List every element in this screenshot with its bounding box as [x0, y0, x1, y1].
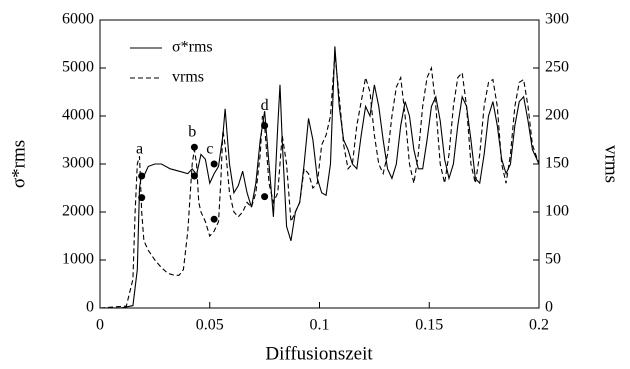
annotation: d — [261, 97, 269, 114]
series-line — [99, 53, 540, 309]
legend-label: σ*rms — [172, 39, 213, 56]
x-tick-label: 0.15 — [415, 317, 443, 334]
marker-point — [138, 172, 146, 180]
marker-point — [210, 160, 218, 168]
y-tick-label: 4000 — [62, 107, 94, 124]
x-tick-label: 0 — [96, 317, 104, 334]
series-line — [99, 46, 540, 309]
y2-tick-label: 50 — [545, 251, 561, 268]
y2-tick-label: 0 — [545, 299, 553, 316]
y-tick-label: 6000 — [62, 11, 94, 28]
y-tick-label: 0 — [86, 299, 94, 316]
marker-point — [190, 172, 198, 180]
y2-tick-label: 100 — [545, 203, 569, 220]
x-tick-label: 0.1 — [310, 317, 330, 334]
y2-tick-label: 250 — [545, 59, 569, 76]
y2-axis-label: vrms — [601, 145, 622, 183]
legend-label: vrms — [172, 69, 204, 86]
x-axis-label: Diffusionszeit — [265, 343, 373, 364]
annotation: b — [188, 123, 196, 140]
y2-tick-label: 200 — [545, 107, 569, 124]
marker-point — [190, 143, 198, 151]
y2-tick-label: 300 — [545, 11, 569, 28]
marker-point — [261, 193, 269, 201]
marker-point — [210, 215, 218, 223]
y2-tick-label: 150 — [545, 155, 569, 172]
y-axis-label: σ*rms — [8, 140, 29, 188]
y-tick-label: 2000 — [62, 203, 94, 220]
y-tick-label: 5000 — [62, 59, 94, 76]
marker-point — [261, 122, 269, 130]
x-tick-label: 0.05 — [196, 317, 224, 334]
x-tick-label: 0.2 — [529, 317, 549, 334]
y-tick-label: 3000 — [62, 155, 94, 172]
annotation: a — [136, 140, 143, 157]
y-tick-label: 1000 — [62, 251, 94, 268]
marker-point — [138, 194, 146, 202]
annotation: c — [206, 140, 213, 157]
